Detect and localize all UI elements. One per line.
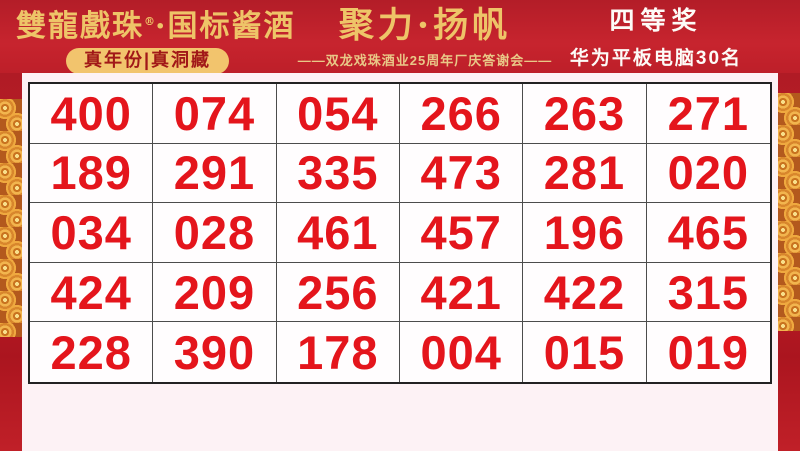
header-banner: 雙龍戲珠®·国标酱酒 真年份|真洞藏 聚力·扬帆 ——双龙戏珠酒业25周年厂庆答… bbox=[0, 0, 800, 74]
number-cell: 271 bbox=[646, 84, 770, 144]
registered-trademark: ® bbox=[144, 15, 155, 28]
number-cell: 422 bbox=[523, 262, 647, 323]
cloud-pattern-right bbox=[778, 93, 800, 331]
number-cell: 424 bbox=[30, 262, 154, 323]
number-cell: 457 bbox=[400, 203, 524, 263]
number-cell: 189 bbox=[30, 143, 154, 204]
number-cell: 400 bbox=[30, 84, 154, 144]
brand-separator: · bbox=[155, 9, 168, 44]
brand-logo-text: 雙龍戲珠®·国标酱酒 bbox=[16, 2, 316, 47]
event-title: 聚力·扬帆 bbox=[338, 5, 512, 46]
winning-numbers-grid: 400 074 054 266 263 271 189 291 335 473 … bbox=[28, 82, 772, 384]
brand-block: 雙龍戲珠®·国标酱酒 真年份|真洞藏 bbox=[16, 2, 316, 74]
number-cell: 028 bbox=[153, 203, 277, 263]
number-cell: 390 bbox=[153, 322, 277, 382]
number-cell: 019 bbox=[667, 325, 750, 379]
brand-tagline-pill: 真年份|真洞藏 bbox=[66, 48, 230, 74]
number-cell: 421 bbox=[400, 262, 524, 323]
prize-tier: 四等奖 bbox=[609, 7, 703, 35]
number-cell: 465 bbox=[646, 203, 770, 263]
number-cell: 473 bbox=[400, 143, 524, 204]
number-cell: 263 bbox=[523, 84, 647, 144]
right-border-decoration bbox=[778, 73, 800, 451]
number-cell: 054 bbox=[276, 84, 400, 144]
cloud-pattern-left bbox=[0, 99, 22, 337]
number-cell: 034 bbox=[30, 203, 154, 263]
number-cell: 315 bbox=[646, 263, 770, 323]
number-cell: 291 bbox=[153, 143, 277, 204]
number-cell: 020 bbox=[646, 144, 770, 204]
results-panel: 400 074 054 266 263 271 189 291 335 473 … bbox=[22, 73, 778, 451]
brand-name: 雙龍戲珠 bbox=[16, 9, 144, 44]
brand-product: 国标酱酒 bbox=[167, 9, 296, 44]
number-cell: 281 bbox=[523, 143, 647, 204]
event-subtitle: ——双龙戏珠酒业25周年厂庆答谢会—— bbox=[297, 53, 553, 68]
number-cell: 335 bbox=[276, 143, 400, 204]
number-cell: 015 bbox=[523, 322, 647, 382]
number-cell: 461 bbox=[276, 203, 400, 263]
number-cell: 228 bbox=[30, 322, 154, 382]
prize-description: 华为平板电脑30名 bbox=[569, 48, 743, 69]
prize-block: 四等奖 华为平板电脑30名 bbox=[566, 6, 746, 70]
number-cell: 256 bbox=[276, 262, 400, 323]
number-cell: 266 bbox=[400, 84, 524, 144]
number-cell: 074 bbox=[153, 84, 277, 144]
event-block: 聚力·扬帆 ——双龙戏珠酒业25周年厂庆答谢会—— bbox=[295, 4, 555, 69]
brand-tagline: 真年份|真洞藏 bbox=[84, 50, 212, 70]
number-cell: 178 bbox=[277, 322, 400, 382]
number-cell: 209 bbox=[153, 262, 277, 323]
left-border-decoration bbox=[0, 73, 22, 451]
number-cell: 196 bbox=[523, 203, 647, 263]
number-cell: 004 bbox=[400, 322, 524, 382]
